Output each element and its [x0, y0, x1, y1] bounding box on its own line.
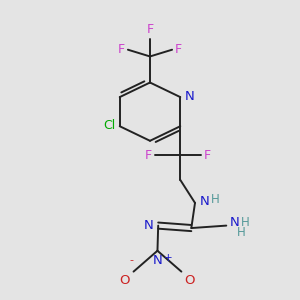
- Text: F: F: [203, 149, 211, 162]
- Text: F: F: [118, 43, 125, 56]
- Text: H: H: [237, 226, 245, 239]
- Text: F: F: [175, 43, 182, 56]
- Text: +: +: [164, 253, 173, 262]
- Text: F: F: [145, 149, 152, 162]
- Text: N: N: [144, 219, 154, 232]
- Text: N: N: [185, 90, 195, 103]
- Text: O: O: [119, 274, 130, 287]
- Text: F: F: [146, 23, 154, 36]
- Text: N: N: [153, 254, 162, 267]
- Text: H: H: [241, 216, 249, 229]
- Text: Cl: Cl: [103, 119, 115, 132]
- Text: N: N: [230, 216, 240, 229]
- Text: H: H: [211, 193, 219, 206]
- Text: N: N: [200, 195, 209, 208]
- Text: O: O: [184, 274, 195, 287]
- Text: -: -: [130, 255, 134, 265]
